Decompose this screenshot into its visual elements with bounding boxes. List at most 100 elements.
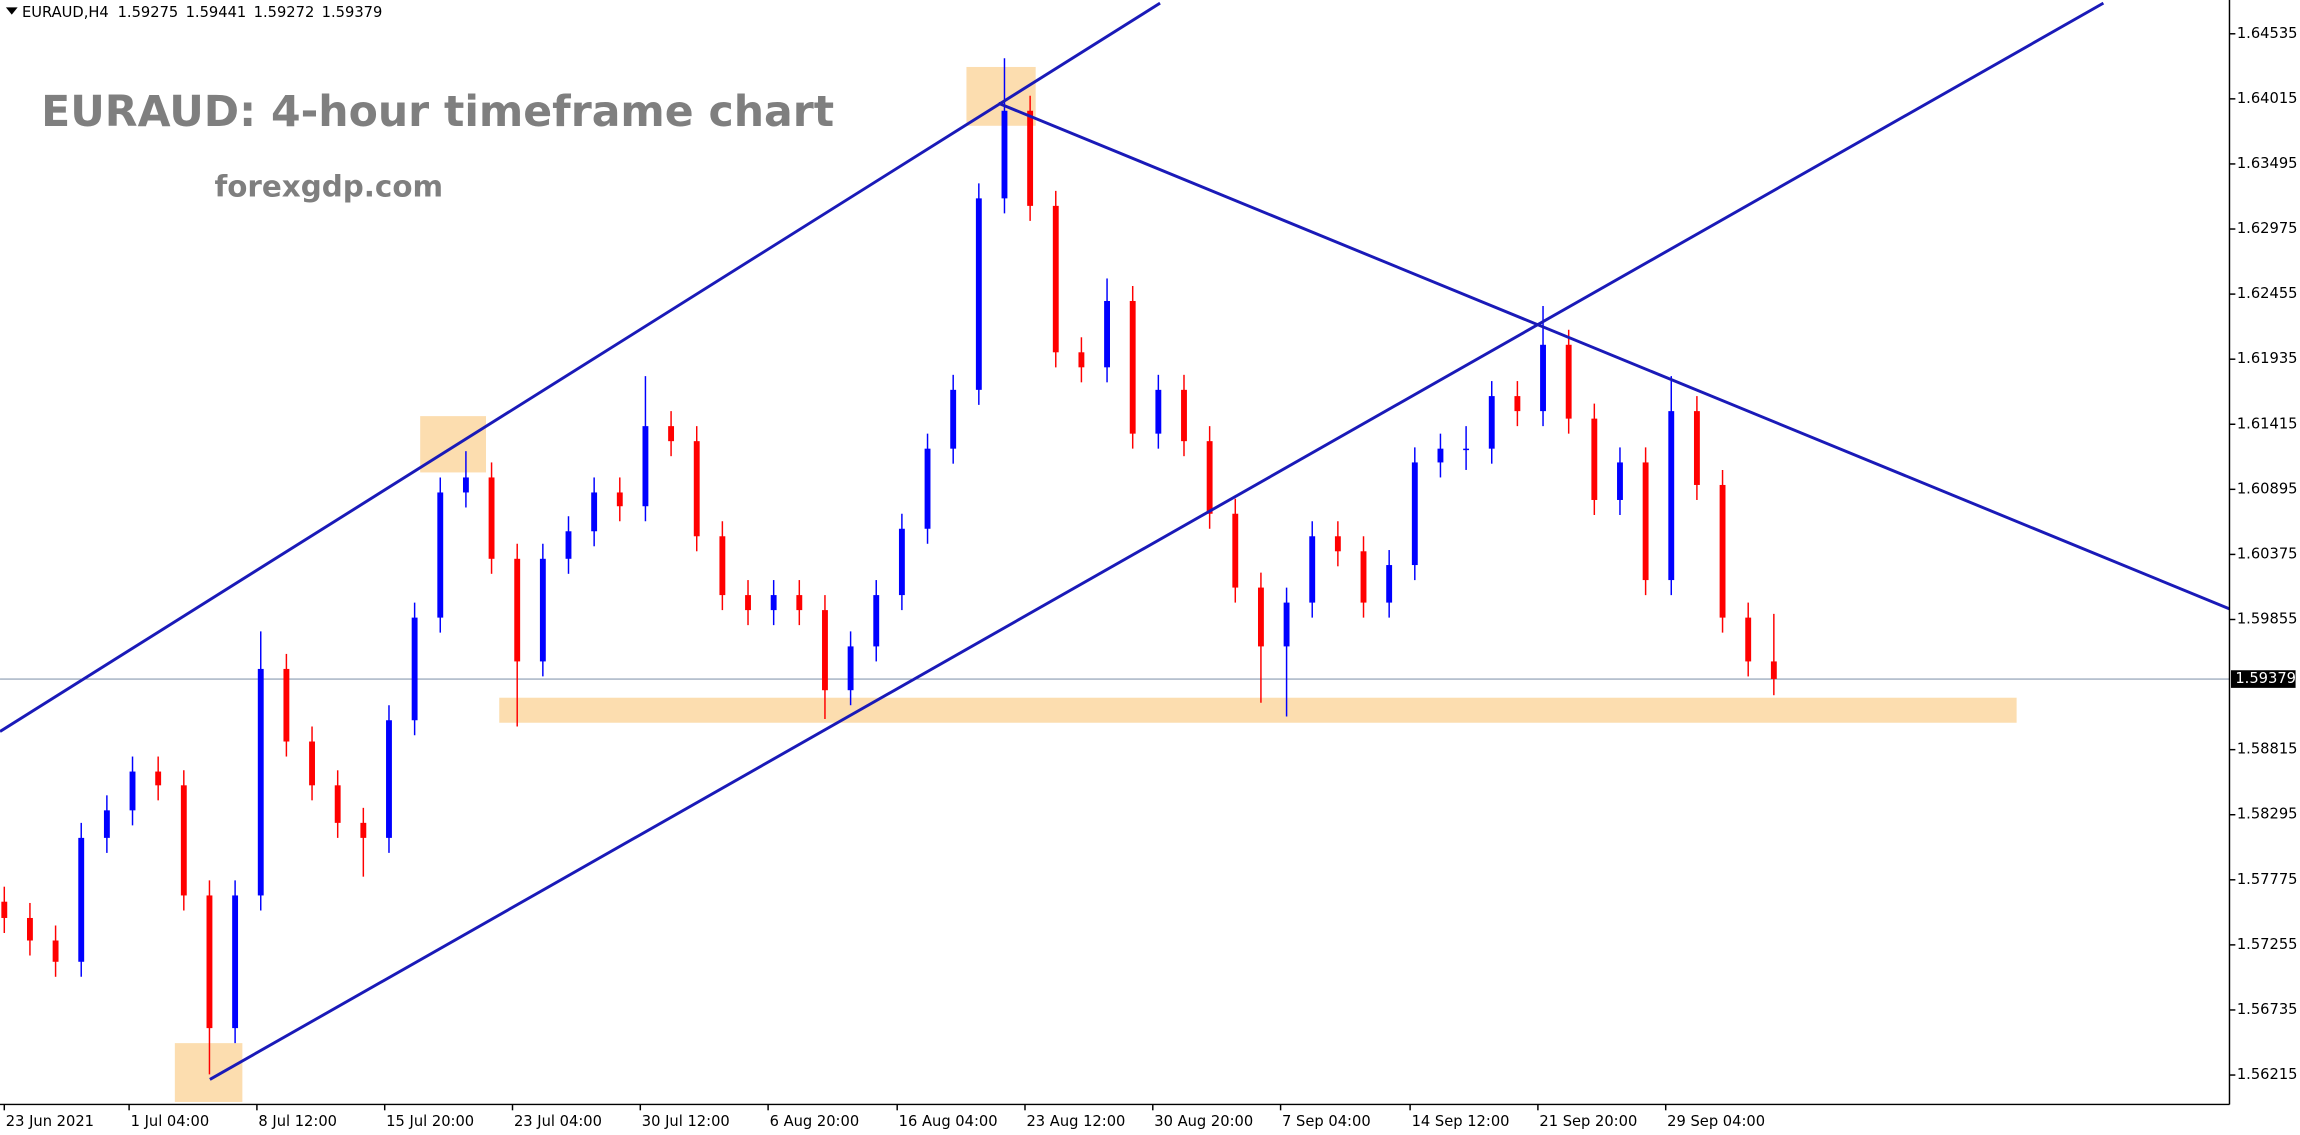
candle-body [1206, 441, 1213, 514]
candle-body [1, 901, 8, 918]
candle-body [924, 448, 931, 529]
y-tick-label: 1.61415 [2237, 415, 2298, 432]
candle-body [206, 895, 213, 1029]
y-tick-label: 1.61935 [2237, 350, 2298, 367]
zone [499, 697, 2017, 723]
y-tick-label: 1.64015 [2237, 90, 2298, 107]
candle-body [514, 558, 521, 662]
candle-body [591, 492, 598, 532]
candle-body [437, 492, 444, 618]
candle-body [488, 477, 495, 559]
candle-body [1565, 344, 1572, 419]
candle-body [847, 646, 854, 691]
candle-body [155, 771, 162, 786]
header: EURAUD,H4 1.59275 1.59441 1.59272 1.59379 [22, 4, 382, 21]
candle-body [1027, 110, 1034, 206]
y-tick-label: 1.60895 [2237, 480, 2298, 497]
candle-body [1591, 418, 1598, 500]
y-tick-label: 1.58815 [2237, 741, 2298, 758]
y-tick-label: 1.57775 [2237, 871, 2298, 888]
price-label: 1.59379 [2235, 670, 2296, 687]
candle-body [1386, 565, 1393, 603]
candle-body [975, 198, 982, 390]
x-tick-label: 21 Sep 20:00 [1539, 1113, 1637, 1130]
candle-body [78, 837, 85, 962]
y-tick-label: 1.56215 [2237, 1066, 2298, 1083]
x-tick-label: 23 Aug 12:00 [1026, 1113, 1125, 1130]
x-tick-label: 8 Jul 12:00 [258, 1113, 337, 1130]
candle-body [898, 528, 905, 596]
candle-body [950, 389, 957, 449]
header-open: 1.59275 [118, 4, 179, 21]
candle-body [1155, 389, 1162, 434]
candle-body [1052, 205, 1059, 353]
trend-line [0, 1, 1161, 733]
x-tick-label: 16 Aug 04:00 [899, 1113, 998, 1130]
trend-line [209, 1, 2105, 1081]
plot-area [0, 1, 2231, 1102]
candle-body [1181, 389, 1187, 442]
candle-body [1719, 484, 1726, 618]
y-tick-label: 1.64535 [2237, 25, 2298, 42]
candle-body [1104, 300, 1110, 368]
candle-body [1463, 448, 1470, 451]
candle-body [1334, 536, 1341, 552]
header-low: 1.59272 [254, 4, 315, 21]
candle-body [1668, 411, 1675, 581]
candle-body [616, 492, 623, 507]
y-tick-label: 1.62455 [2237, 285, 2298, 302]
candle-body [334, 785, 341, 823]
candle-body [462, 477, 469, 493]
candle-body [411, 617, 418, 721]
candle-body [873, 595, 880, 647]
candle-body [1129, 300, 1136, 434]
menu-icon[interactable] [5, 7, 18, 15]
symbol: EURAUD,H4 [22, 4, 109, 21]
candle-body [1257, 587, 1264, 647]
candle-body [719, 536, 726, 596]
candle-body [360, 822, 367, 838]
candle-body [796, 595, 803, 611]
header-high: 1.59441 [186, 4, 247, 21]
y-tick-label: 1.63495 [2237, 155, 2298, 172]
zone [174, 1043, 243, 1102]
x-tick-label: 30 Aug 20:00 [1154, 1113, 1253, 1130]
candle-body [822, 610, 828, 691]
y-tick-label: 1.62975 [2237, 220, 2298, 237]
candle-body [539, 558, 546, 662]
candle-body [257, 668, 264, 896]
x-tick-label: 6 Aug 20:00 [770, 1113, 860, 1130]
candle-body [103, 810, 110, 838]
x-tick-label: 14 Sep 12:00 [1412, 1113, 1510, 1130]
y-tick-label: 1.56735 [2237, 1001, 2298, 1018]
candle-body [565, 531, 572, 559]
candle-body [1693, 411, 1700, 485]
candle-body [642, 426, 649, 507]
x-tick-label: 29 Sep 04:00 [1667, 1113, 1765, 1130]
candle-body [1309, 536, 1316, 603]
candle-body [283, 668, 290, 742]
zone [420, 416, 487, 473]
x-tick-label: 7 Sep 04:00 [1282, 1113, 1371, 1130]
header-close: 1.59379 [322, 4, 383, 21]
x-tick-label: 30 Jul 12:00 [642, 1113, 730, 1130]
candle-body [1514, 396, 1521, 412]
candle-body [1360, 551, 1367, 603]
candle-body [232, 895, 239, 1029]
candle-body [1283, 602, 1290, 647]
candle-body [1437, 448, 1444, 463]
candle-body [180, 785, 187, 896]
candle-body [1001, 110, 1008, 199]
y-tick-label: 1.60375 [2237, 545, 2298, 562]
candle-body [745, 595, 751, 611]
x-tick-label: 23 Jul 04:00 [514, 1113, 602, 1130]
candle-body [1540, 344, 1546, 412]
y-tick-label: 1.57255 [2237, 936, 2298, 953]
candle-body [1770, 661, 1777, 679]
candle-body [1411, 462, 1418, 566]
y-tick-label: 1.58295 [2237, 806, 2298, 823]
chart-title: EURAUD: 4-hour timeframe chart [41, 87, 834, 137]
candle-body [1078, 352, 1085, 368]
